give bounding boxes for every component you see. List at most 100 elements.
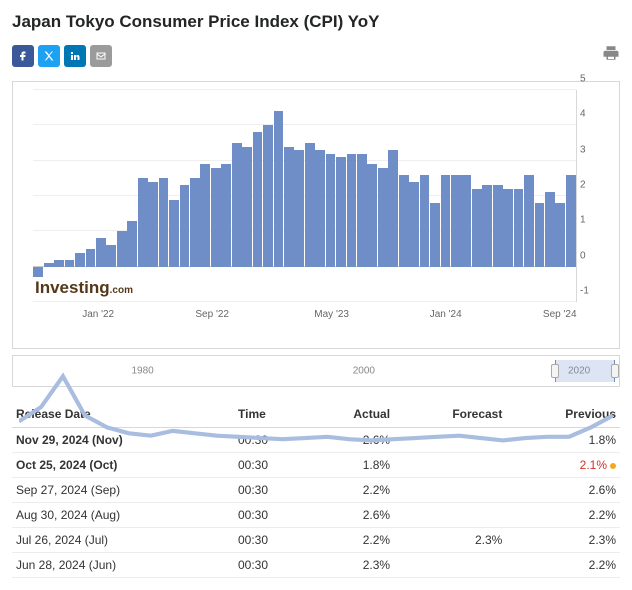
table-cell: 2.2% [308, 528, 394, 553]
page-title: Japan Tokyo Consumer Price Index (CPI) Y… [12, 12, 620, 32]
chart-bar [221, 164, 231, 266]
range-handle-left[interactable] [551, 364, 559, 378]
range-handle-right[interactable] [611, 364, 619, 378]
share-buttons [12, 45, 112, 67]
chart-bar [535, 203, 545, 267]
chart-bar [461, 175, 471, 267]
chart-bar [263, 125, 273, 266]
chart-bar [274, 111, 284, 266]
chart-bar [44, 263, 54, 267]
chart-bar [284, 147, 294, 267]
share-email-button[interactable] [90, 45, 112, 67]
table-row: Jun 28, 2024 (Jun)00:302.3%2.2% [12, 553, 620, 578]
chart-bar [399, 175, 409, 267]
chart-bar [86, 249, 96, 267]
table-cell: 2.6% [506, 478, 620, 503]
chart-bar [451, 175, 461, 267]
gridline [33, 89, 576, 90]
chart-bar [127, 221, 137, 267]
chart-bar [294, 150, 304, 267]
chart-bar [148, 182, 158, 267]
table-cell: Aug 30, 2024 (Aug) [12, 503, 234, 528]
table-cell: 2.3% [506, 528, 620, 553]
table-cell: Jun 28, 2024 (Jun) [12, 553, 234, 578]
table-cell [394, 503, 506, 528]
email-icon [95, 50, 107, 62]
chart-bar [503, 189, 513, 267]
chart-bar [138, 178, 148, 266]
table-cell: 2.6% [308, 503, 394, 528]
print-icon [602, 44, 620, 62]
table-cell: 2.3% [394, 528, 506, 553]
chart-bar [472, 189, 482, 267]
chart-bar [388, 150, 398, 267]
y-tick-label: 0 [580, 250, 604, 261]
table-cell: Sep 27, 2024 (Sep) [12, 478, 234, 503]
share-linkedin-button[interactable] [64, 45, 86, 67]
chart-bar [242, 147, 252, 267]
chart-bar [409, 182, 419, 267]
watermark-brand: Investing [35, 278, 110, 298]
chart-bar [420, 175, 430, 267]
chart-bar [347, 154, 357, 267]
share-facebook-button[interactable] [12, 45, 34, 67]
y-tick-label: 3 [580, 144, 604, 155]
gridline [33, 301, 576, 302]
range-selector[interactable]: 198020002020 [12, 355, 620, 387]
watermark-suffix: .com [110, 285, 133, 296]
chart-bar [315, 150, 325, 267]
share-twitter-button[interactable] [38, 45, 60, 67]
table-cell: Jul 26, 2024 (Jul) [12, 528, 234, 553]
table-row: Jul 26, 2024 (Jul)00:302.2%2.3%2.3% [12, 528, 620, 553]
chart-bar [326, 154, 336, 267]
chart-bar [117, 231, 127, 266]
chart-bar [514, 189, 524, 267]
chart-bar [441, 175, 451, 267]
table-row: Sep 27, 2024 (Sep)00:302.2%2.6% [12, 478, 620, 503]
chart-bar [253, 132, 263, 266]
table-cell [394, 478, 506, 503]
twitter-icon [43, 50, 55, 62]
chart-bar [180, 185, 190, 266]
x-tick-label: May '23 [314, 309, 349, 320]
chart-bar [482, 185, 492, 266]
chart-bar [378, 168, 388, 267]
table-cell [394, 553, 506, 578]
share-row [12, 44, 620, 67]
chart-bar [493, 185, 503, 266]
print-button[interactable] [602, 44, 620, 67]
table-cell: 00:30 [234, 528, 308, 553]
chart-bar [200, 164, 210, 266]
chart-bar [555, 203, 565, 267]
table-cell: 00:30 [234, 553, 308, 578]
chart-bar [96, 238, 106, 266]
x-tick-label: Sep '22 [195, 309, 229, 320]
chart-bar [367, 164, 377, 266]
table-cell: 2.2% [506, 503, 620, 528]
table-row: Aug 30, 2024 (Aug)00:302.6% 2.2% [12, 503, 620, 528]
chart-bar [336, 157, 346, 267]
x-tick-label: Jan '24 [430, 309, 462, 320]
range-mask[interactable] [555, 360, 615, 382]
chart-bar [566, 175, 576, 267]
table-cell: 2.2% [308, 478, 394, 503]
range-inner: 198020002020 [17, 360, 615, 382]
chart-bar [190, 178, 200, 266]
y-tick-label: 4 [580, 109, 604, 120]
chart-bar [33, 267, 43, 278]
chart-bar [106, 245, 116, 266]
linkedin-icon [69, 50, 81, 62]
main-chart[interactable]: -1012345Jan '22Sep '22May '23Jan '24Sep … [12, 81, 620, 349]
y-tick-label: 1 [580, 215, 604, 226]
chart-bar [211, 168, 221, 267]
table-cell: 2.2% [506, 553, 620, 578]
table-cell: 00:30 [234, 503, 308, 528]
chart-bar [232, 143, 242, 267]
chart-bar [305, 143, 315, 267]
range-label: 2000 [353, 366, 375, 377]
chart-watermark: Investing.com [35, 278, 133, 298]
range-label: 1980 [131, 366, 153, 377]
chart-bar [524, 175, 534, 267]
chart-bar [159, 178, 169, 266]
x-tick-label: Jan '22 [82, 309, 114, 320]
